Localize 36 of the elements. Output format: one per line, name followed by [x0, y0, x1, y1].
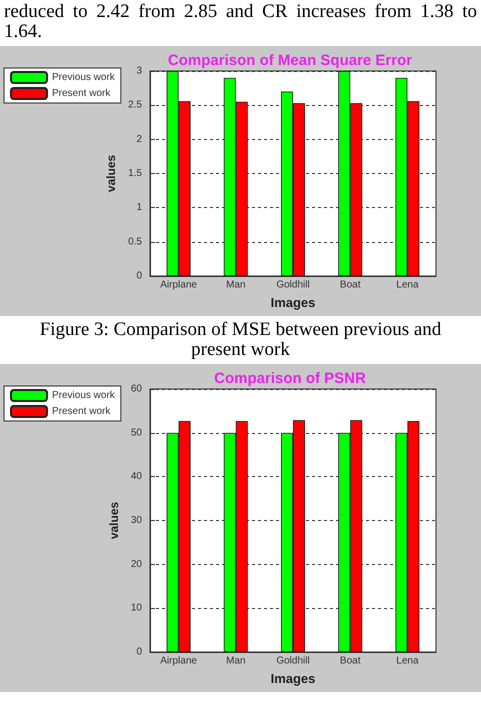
y-axis-title: values	[104, 154, 118, 192]
y-axis-title: values	[106, 501, 121, 540]
y-tick-label: 60	[130, 384, 142, 394]
legend-label: Previous work	[52, 72, 116, 83]
x-axis-title: Images	[270, 671, 316, 686]
legend-label: Previous work	[52, 390, 116, 401]
x-tick-label: Boat	[340, 280, 361, 290]
caption: Figure 3: Comparison of MSE between previous and present work	[38, 318, 442, 362]
y-tick-label: 0	[136, 270, 142, 282]
y-tick-label: 1.5	[128, 168, 142, 179]
legend-label: Present work	[52, 406, 112, 417]
chart-title: Comparison of Mean Square Error	[168, 52, 412, 69]
y-tick-label: 2.5	[128, 100, 142, 111]
x-tick-label: Boat	[340, 656, 361, 666]
y-tick-label: 30	[130, 515, 142, 526]
x-tick-label: Man	[226, 656, 246, 666]
x-tick-label: Goldhill	[276, 280, 310, 290]
y-tick-label: 3	[136, 66, 142, 76]
y-tick-label: 10	[130, 602, 142, 614]
text: reduced to 2.42 from 2.85 and CR increases from 1.38 to 1.64.	[3, 0, 478, 44]
x-tick-label: Airplane	[160, 656, 198, 666]
y-tick-label: 20	[130, 558, 142, 570]
x-tick-label: Airplane	[160, 280, 198, 290]
y-tick-label: 40	[130, 471, 142, 482]
legend-label: Present work	[52, 88, 112, 99]
y-tick-label: 1	[136, 202, 142, 214]
y-tick-label: 2	[136, 134, 142, 145]
chart-title: Comparison of PSNR	[214, 370, 366, 387]
x-axis-title: Images	[270, 295, 316, 310]
x-tick-label: Lena	[396, 280, 419, 290]
x-tick-label: Man	[226, 280, 246, 290]
y-tick-label: 50	[130, 427, 142, 438]
x-tick-label: Lena	[396, 656, 419, 666]
x-tick-label: Goldhill	[276, 656, 310, 666]
y-tick-label: 0.5	[128, 236, 142, 248]
y-tick-label: 0	[136, 646, 142, 658]
